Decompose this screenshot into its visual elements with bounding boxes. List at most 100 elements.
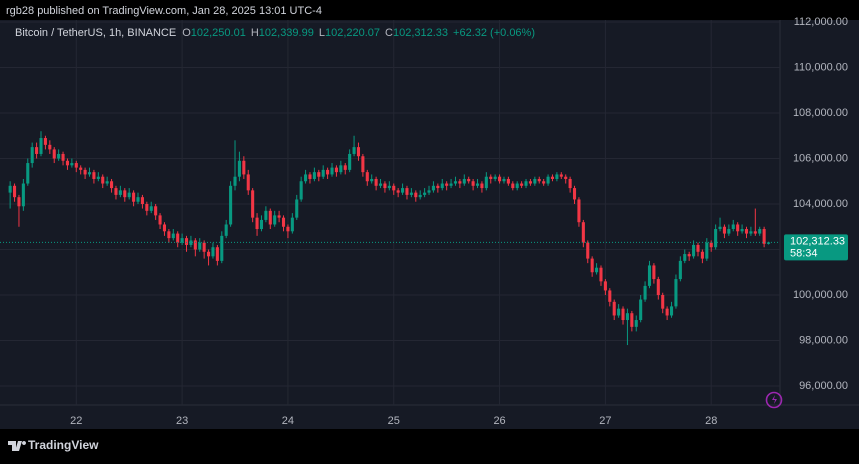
candle-body [110, 181, 114, 189]
candle-body [264, 210, 268, 220]
candle-body [70, 163, 74, 166]
candle-body [184, 238, 189, 245]
candle-body [520, 183, 524, 186]
x-tick-label: 23 [176, 415, 188, 427]
candle-body [718, 226, 722, 230]
candle-body [555, 174, 559, 179]
candle-body [564, 176, 568, 179]
candle-body [634, 320, 638, 327]
candle-body [167, 231, 171, 239]
chart-panel [0, 20, 859, 429]
candle-body [251, 190, 255, 218]
candle-body [140, 197, 144, 205]
candle-body [550, 176, 555, 179]
ohlc-letter: O [182, 27, 191, 39]
candle-body [352, 147, 356, 154]
candle-body [700, 251, 704, 259]
candle-body [740, 229, 744, 232]
candle-body [687, 254, 691, 257]
candle-body [758, 229, 762, 234]
candle-body [321, 169, 325, 177]
candle-body [229, 185, 233, 225]
y-tick-label: 110,000.00 [794, 61, 848, 73]
candle-body [57, 153, 61, 159]
candle-body [286, 226, 290, 232]
candle-body [48, 144, 52, 150]
candle-body [669, 306, 674, 316]
candle-body [484, 176, 488, 189]
candle-body [233, 176, 237, 186]
candle-body [246, 174, 250, 191]
brand: TradingView [28, 438, 99, 452]
x-tick-label: 22 [70, 415, 82, 427]
candle-body [365, 172, 369, 182]
candle-body [449, 183, 453, 186]
candle-body [537, 178, 541, 182]
y-tick-label: 96,000.00 [799, 380, 848, 392]
candle-body [127, 192, 131, 198]
ohlc-value: 102,312.33 [393, 27, 448, 39]
ohlc-letter: H [251, 27, 259, 39]
candle-body [26, 163, 30, 184]
candle-body [458, 181, 462, 184]
tradingview-logo [8, 441, 27, 451]
candle-body [506, 178, 510, 184]
candle-body [273, 215, 277, 225]
candle-body [401, 188, 405, 193]
candle-body [176, 233, 180, 243]
candle-body [304, 174, 308, 182]
candle-body [396, 190, 400, 193]
candle-body [308, 174, 312, 179]
x-tick-label: 24 [282, 415, 294, 427]
candle-body [727, 229, 731, 234]
candle-body [295, 199, 299, 218]
candle-body [52, 149, 56, 159]
candle-body [224, 224, 228, 236]
candle-body [714, 229, 718, 248]
candle-body [259, 219, 264, 230]
candle-body [330, 167, 334, 175]
candle-body [317, 172, 321, 177]
candle-body [83, 169, 87, 175]
icon-bolt [772, 395, 777, 404]
candle-body [630, 313, 634, 327]
candle-body [652, 265, 656, 280]
candle-body [361, 156, 365, 173]
candle-body [656, 279, 660, 296]
y-tick-label: 98,000.00 [799, 334, 848, 346]
candle-body [154, 206, 158, 216]
candle-body [533, 178, 537, 184]
candle-body [326, 169, 330, 175]
x-tick-label: 26 [493, 415, 505, 427]
candle-body [220, 235, 224, 261]
candle-body [665, 308, 669, 316]
y-tick-label: 112,000.00 [794, 16, 848, 28]
price-tag [784, 234, 848, 261]
candle-body [647, 265, 652, 286]
candle-body [35, 147, 39, 154]
candle-body [568, 178, 572, 189]
candle-body [145, 204, 149, 211]
candle-body [79, 167, 83, 170]
published-note: rgb28 published on TradingView.com, Jan … [6, 5, 322, 17]
candle-body [30, 147, 34, 164]
candle-body [74, 163, 78, 168]
ohlc-value: 102,250.01 [191, 27, 246, 39]
ohlc-letter: C [385, 27, 393, 39]
candle-body [277, 215, 281, 218]
candle-body [189, 240, 193, 245]
candle-body [132, 192, 136, 202]
candle-body [162, 224, 167, 232]
alert-icon [765, 391, 783, 409]
candle-body [515, 183, 519, 189]
candle-body [617, 308, 621, 316]
candle-body [586, 242, 590, 259]
ohlc-value: 102,220.07 [325, 27, 380, 39]
candle-body [136, 197, 140, 202]
candle-body [370, 178, 374, 182]
candle-body [198, 242, 202, 250]
candle-body [753, 231, 757, 234]
candle-body [290, 217, 294, 232]
candle-body [339, 165, 343, 173]
